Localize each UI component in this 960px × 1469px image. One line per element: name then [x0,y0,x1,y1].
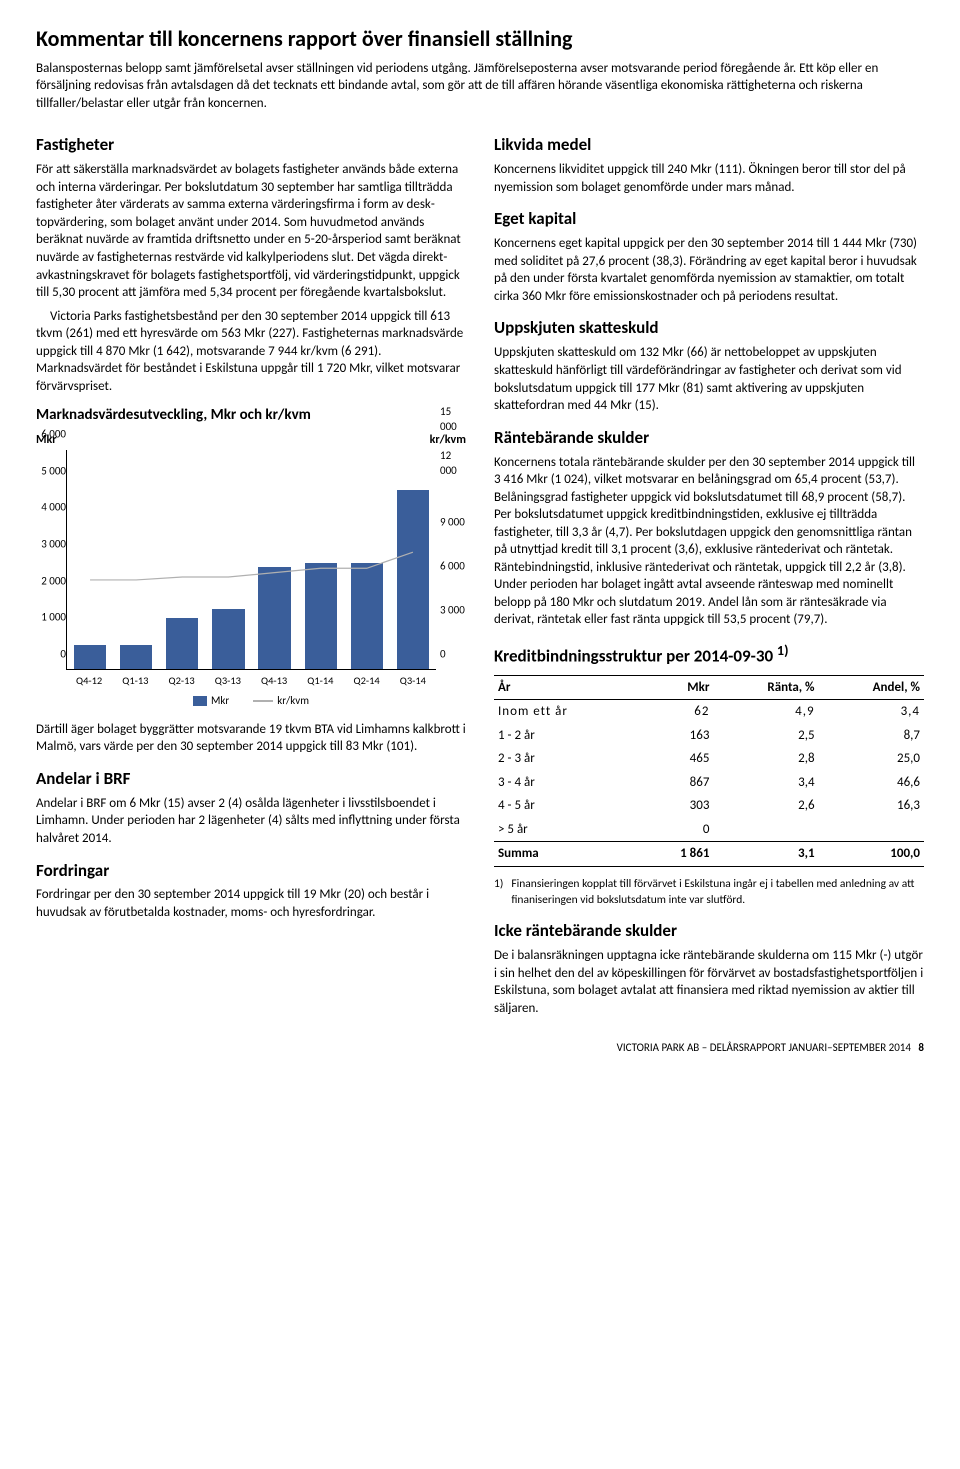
rante-text: Koncernens totala räntebärande skulder p… [494,454,924,629]
chart-legend: Mkr kr/kvm [36,694,466,709]
chart-heading: Marknadsvärdesutveckling, Mkr och kr/kvm [36,405,466,425]
likvida-heading: Likvida medel [494,134,924,157]
legend-line-label: kr/kvm [277,694,309,707]
page-number: 8 [918,1041,924,1054]
andelar-heading: Andelar i BRF [36,768,466,791]
fordringar-heading: Fordringar [36,860,466,883]
chart-line [67,450,436,669]
right-column: Likvida medel Koncernens likviditet uppg… [494,122,924,1023]
market-value-chart: Mkr kr/kvm 01 0002 0003 0004 0005 0006 0… [36,432,466,709]
table-header: Mkr [642,675,713,700]
kredit-sup: 1) [777,642,789,659]
table-row: 1 - 2 år1632,58,7 [494,724,924,748]
page-title: Kommentar till koncernens rapport över f… [36,24,924,54]
table-row: > 5 år0 [494,818,924,842]
eget-text: Koncernens eget kapital uppgick per den … [494,235,924,305]
legend-bar-swatch [193,696,207,706]
table-row: 3 - 4 år8673,446,6 [494,771,924,795]
legend-line-swatch [253,700,273,702]
andelar-text: Andelar i BRF om 6 Mkr (15) avser 2 (4) … [36,795,466,848]
icke-heading: Icke räntebärande skulder [494,920,924,943]
fastigheter-p1: För att säkerställa marknadsvärdet av bo… [36,161,466,301]
likvida-text: Koncernens likviditet uppgick till 240 M… [494,161,924,196]
chart-plot-area [66,450,436,670]
fastigheter-p2: Victoria Parks fastighetsbestånd per den… [36,308,466,396]
table-footnote: 1) Finansieringen kopplat till förvärvet… [494,877,924,908]
table-row: 4 - 5 år3032,616,3 [494,794,924,818]
kredit-heading: Kreditbindningsstruktur per 2014-09-30 1… [494,641,924,669]
table-header: Andel, % [819,675,924,700]
table-header: Ränta, % [713,675,818,700]
table-row: Inom ett år624,93,4 [494,700,924,724]
icke-text: De i balansräkningen upptagna icke ränte… [494,947,924,1017]
fastigheter-heading: Fastigheter [36,134,466,157]
kredit-table: ÅrMkrRänta, %Andel, % Inom ett år624,93,… [494,675,924,867]
eget-heading: Eget kapital [494,208,924,231]
page-footer: VICTORIA PARK AB – DELÅRSRAPPORT JANUARI… [36,1041,924,1056]
table-row: 2 - 3 år4652,825,0 [494,747,924,771]
fordringar-text: Fordringar per den 30 september 2014 upp… [36,886,466,921]
chart-x-labels: Q4-12Q1-13Q2-13Q3-13Q4-13Q1-14Q2-14Q3-14 [66,674,436,688]
intro-text: Balansposternas belopp samt jämförelseta… [36,60,924,113]
rante-heading: Räntebärande skulder [494,427,924,450]
table-header: År [494,675,642,700]
uppskjuten-heading: Uppskjuten skatteskuld [494,317,924,340]
below-chart-text: Därtill äger bolaget byggrätter motsvara… [36,721,466,756]
legend-bar-label: Mkr [211,694,229,707]
chart-y-left-ticks: 01 0002 0003 0004 0005 0006 000 [36,450,66,670]
table-total-row: Summa1 8613,1100,0 [494,842,924,867]
uppskjuten-text: Uppskjuten skatteskuld om 132 Mkr (66) ä… [494,344,924,414]
left-column: Fastigheter För att säkerställa marknads… [36,122,466,1023]
chart-y-right-ticks: 03 0006 0009 00012 00015 000 [436,450,466,670]
